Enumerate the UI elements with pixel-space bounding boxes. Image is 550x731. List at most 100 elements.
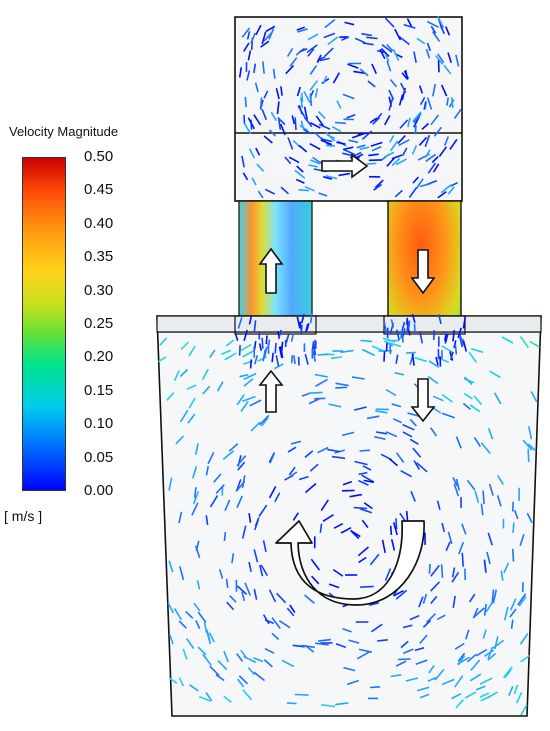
velocity-vector bbox=[430, 595, 438, 605]
velocity-vector bbox=[479, 677, 493, 685]
velocity-vector bbox=[455, 54, 460, 67]
velocity-vector bbox=[331, 455, 346, 460]
velocity-vector bbox=[459, 334, 464, 343]
velocity-vector bbox=[437, 53, 445, 64]
velocity-vector bbox=[324, 47, 334, 57]
velocity-vector bbox=[253, 320, 257, 333]
velocity-vector bbox=[462, 340, 468, 352]
velocity-vector bbox=[298, 144, 308, 153]
velocity-vector bbox=[386, 43, 394, 52]
velocity-vector bbox=[501, 336, 514, 344]
velocity-vector bbox=[309, 93, 313, 107]
velocity-vector bbox=[462, 402, 472, 410]
velocity-vector bbox=[399, 119, 409, 129]
velocity-colorbar bbox=[22, 157, 66, 491]
velocity-vector bbox=[428, 563, 431, 574]
velocity-vector bbox=[428, 360, 440, 368]
velocity-vector bbox=[323, 32, 336, 39]
velocity-vector bbox=[366, 162, 377, 165]
velocity-vector bbox=[496, 495, 502, 507]
velocity-vector bbox=[192, 491, 200, 505]
velocity-vector bbox=[296, 165, 304, 173]
velocity-vector bbox=[277, 117, 286, 126]
velocity-vector bbox=[307, 33, 319, 41]
velocity-vector bbox=[362, 42, 374, 46]
velocity-vector bbox=[504, 669, 512, 679]
velocity-vector bbox=[253, 114, 262, 126]
velocity-vector bbox=[457, 655, 466, 666]
velocity-vector bbox=[248, 561, 252, 573]
velocity-vector bbox=[372, 116, 381, 125]
velocity-vector bbox=[373, 183, 383, 191]
velocity-vector bbox=[338, 172, 351, 177]
velocity-vector bbox=[424, 149, 431, 158]
velocity-vector bbox=[383, 115, 391, 126]
velocity-vector bbox=[221, 349, 232, 355]
lower-tank bbox=[156, 315, 542, 717]
velocity-vector bbox=[274, 342, 277, 354]
velocity-vector bbox=[202, 385, 211, 395]
velocity-vector bbox=[193, 602, 201, 612]
velocity-vector bbox=[470, 659, 481, 672]
velocity-vector bbox=[436, 500, 441, 510]
velocity-vector bbox=[294, 169, 306, 179]
velocity-vector bbox=[386, 157, 395, 167]
velocity-vector bbox=[369, 686, 381, 689]
velocity-vector bbox=[425, 48, 431, 59]
velocity-vector bbox=[413, 460, 421, 471]
velocity-vector bbox=[408, 187, 418, 198]
velocity-vector bbox=[414, 356, 427, 363]
velocity-vector bbox=[253, 355, 259, 365]
velocity-vector bbox=[263, 135, 273, 144]
colorbar-tick-label: 0.45 bbox=[84, 181, 114, 198]
velocity-vector bbox=[492, 589, 498, 604]
velocity-vector bbox=[392, 48, 400, 61]
velocity-vector bbox=[296, 26, 305, 31]
velocity-vector bbox=[255, 147, 261, 156]
velocity-vector bbox=[309, 463, 319, 472]
velocity-vector bbox=[461, 552, 464, 567]
velocity-vector bbox=[360, 339, 373, 343]
velocity-vector bbox=[241, 27, 251, 38]
velocity-vector bbox=[336, 141, 346, 145]
velocity-vector bbox=[186, 384, 197, 390]
velocity-vector bbox=[441, 678, 455, 686]
velocity-vector bbox=[426, 613, 436, 624]
velocity-vector bbox=[350, 530, 361, 538]
velocity-vector bbox=[462, 316, 466, 329]
velocity-vector bbox=[445, 541, 451, 552]
velocity-vector bbox=[286, 607, 295, 617]
velocity-vector bbox=[285, 334, 290, 344]
velocity-vector bbox=[218, 569, 224, 579]
velocity-vector bbox=[340, 526, 352, 534]
velocity-vector bbox=[335, 382, 349, 387]
velocity-vector bbox=[341, 431, 355, 437]
velocity-vector bbox=[414, 647, 425, 652]
velocity-vector bbox=[482, 629, 487, 639]
velocity-vector bbox=[243, 114, 246, 124]
velocity-vector bbox=[260, 564, 268, 576]
velocity-vector bbox=[512, 522, 515, 533]
velocity-vector bbox=[237, 317, 243, 329]
velocity-vector bbox=[444, 333, 447, 342]
velocity-vector bbox=[242, 689, 253, 701]
colorbar-tick-label: 0.00 bbox=[84, 482, 114, 499]
velocity-vector bbox=[454, 343, 458, 355]
velocity-vector bbox=[508, 685, 514, 697]
velocity-vector bbox=[454, 675, 464, 688]
velocity-vector bbox=[188, 345, 196, 357]
velocity-vector bbox=[461, 523, 467, 535]
velocity-vector bbox=[452, 330, 456, 342]
colorbar-tick-label: 0.05 bbox=[84, 449, 114, 466]
velocity-vector bbox=[239, 373, 249, 378]
velocity-vector bbox=[402, 431, 413, 438]
velocity-vector bbox=[510, 619, 514, 629]
velocity-vector bbox=[249, 399, 262, 407]
velocity-vector bbox=[517, 593, 527, 606]
velocity-vector bbox=[397, 658, 411, 661]
velocity-vector bbox=[217, 660, 228, 671]
velocity-vector bbox=[435, 356, 439, 366]
velocity-vector bbox=[228, 443, 239, 452]
velocity-vector bbox=[249, 359, 253, 369]
velocity-vector bbox=[334, 121, 346, 125]
